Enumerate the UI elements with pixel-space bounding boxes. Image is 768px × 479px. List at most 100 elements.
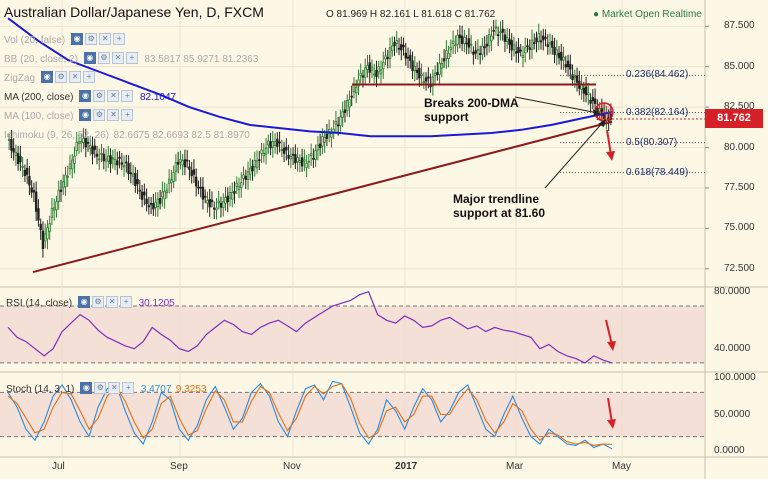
more-icon[interactable]: + xyxy=(122,381,135,394)
candle-body xyxy=(264,147,268,155)
settings-icon[interactable]: ⚙ xyxy=(93,89,106,102)
eye-icon[interactable]: ◉ xyxy=(41,70,54,83)
more-icon[interactable]: + xyxy=(125,51,138,64)
candle-body xyxy=(458,34,462,39)
candle-body xyxy=(591,97,595,102)
candle-body xyxy=(197,186,200,189)
candles xyxy=(7,19,613,258)
indicator-controls[interactable]: ◉ ⚙ ✕ + xyxy=(79,106,135,124)
candle-body xyxy=(28,175,31,186)
settings-icon[interactable]: ⚙ xyxy=(92,295,105,308)
close-icon[interactable]: ✕ xyxy=(108,381,121,394)
settings-icon[interactable]: ⚙ xyxy=(97,51,110,64)
indicator-row-bb[interactable]: BB (20, close, 2) ◉ ⚙ ✕ + 83.5817 85.9271 81… xyxy=(4,49,258,68)
candle-body xyxy=(179,159,182,163)
more-icon[interactable]: + xyxy=(113,32,126,45)
candle-body xyxy=(249,167,252,175)
candle-body xyxy=(120,162,124,165)
indicator-legend: Vol (20, false) ◉ ⚙ ✕ + BB (20, close, 2) ◉ ⚙ ✕… xyxy=(4,30,258,144)
indicator-row-vol[interactable]: Vol (20, false) ◉ ⚙ ✕ + xyxy=(4,30,258,49)
settings-icon[interactable]: ⚙ xyxy=(93,108,106,121)
indicator-label: Vol (20, false) xyxy=(4,35,66,46)
eye-icon[interactable]: ◉ xyxy=(71,32,84,45)
close-icon[interactable]: ✕ xyxy=(99,32,112,45)
settings-icon[interactable]: ⚙ xyxy=(94,381,107,394)
candle-body xyxy=(156,198,160,207)
candle-body xyxy=(512,44,516,51)
indicator-row-ma200[interactable]: MA (200, close) ◉ ⚙ ✕ + 82.1047 xyxy=(4,87,258,106)
close-icon[interactable]: ✕ xyxy=(69,70,82,83)
rsi-legend[interactable]: RSI (14, close) ◉ ⚙ ✕ + 30.1205 xyxy=(6,293,175,311)
rsi-value: 30.1205 xyxy=(138,298,175,309)
candle-body xyxy=(312,157,315,160)
candle-body xyxy=(152,203,155,210)
rsi-red-arrow-head xyxy=(607,341,616,351)
candle-body xyxy=(109,155,112,165)
indicator-controls[interactable]: ◉ ⚙ ✕ + xyxy=(41,68,97,86)
candle-body xyxy=(598,108,601,112)
eye-icon[interactable]: ◉ xyxy=(79,108,92,121)
candle-body xyxy=(352,84,356,93)
red-arrow xyxy=(606,129,612,156)
stoch-legend[interactable]: Stoch (14, 3, 1) ◉ ⚙ ✕ + 3.4707 9.3253 xyxy=(6,379,206,397)
eye-icon[interactable]: ◉ xyxy=(78,295,91,308)
candle-body xyxy=(262,153,265,157)
candle-body xyxy=(373,73,376,76)
candle-body xyxy=(361,75,365,78)
candle-body xyxy=(291,153,295,156)
indicator-row-zigzag[interactable]: ZigZag ◉ ⚙ ✕ + xyxy=(4,68,258,87)
close-icon[interactable]: ✕ xyxy=(111,51,124,64)
candle-body xyxy=(474,50,477,54)
indicator-label: MA (200, close) xyxy=(4,92,74,103)
price-tick-label: 85.000 xyxy=(724,60,755,72)
candle-body xyxy=(122,165,126,168)
candle-body xyxy=(14,151,18,156)
candle-body xyxy=(43,233,47,242)
more-icon[interactable]: + xyxy=(83,70,96,83)
candle-body xyxy=(404,52,407,59)
candle-body xyxy=(555,49,558,56)
candle-body xyxy=(517,46,520,54)
candle-body xyxy=(62,181,65,189)
more-icon[interactable]: + xyxy=(120,295,133,308)
eye-icon[interactable]: ◉ xyxy=(80,381,93,394)
eye-icon[interactable]: ◉ xyxy=(79,89,92,102)
eye-icon[interactable]: ◉ xyxy=(83,51,96,64)
indicator-controls[interactable]: ◉ ⚙ ✕ + xyxy=(79,87,135,105)
candle-body xyxy=(298,160,302,163)
candle-body xyxy=(113,158,117,165)
candle-body xyxy=(183,159,187,168)
more-icon[interactable]: + xyxy=(121,108,134,121)
candle-body xyxy=(454,44,457,47)
more-icon[interactable]: + xyxy=(121,89,134,102)
candle-body xyxy=(382,61,385,70)
indicator-row-ichimoku[interactable]: Ichimoku (9, 26, 52, 26) 82.6675 82.6693… xyxy=(4,125,258,144)
candle-body xyxy=(147,205,151,208)
indicator-controls[interactable]: ◉ ⚙ ✕ + xyxy=(71,30,127,48)
candle-body xyxy=(553,47,556,55)
close-icon[interactable]: ✕ xyxy=(107,108,120,121)
candle-body xyxy=(447,53,450,59)
candle-body xyxy=(557,52,561,59)
indicator-values: 82.6675 82.6693 82.5 81.8970 xyxy=(113,130,250,141)
indicator-band xyxy=(0,392,705,437)
annotation-line: support at 81.60 xyxy=(453,206,546,220)
indicator-controls[interactable]: ◉ ⚙ ✕ + xyxy=(78,293,134,311)
candle-body xyxy=(413,65,416,71)
candle-body xyxy=(341,111,344,118)
candle-body xyxy=(395,40,398,44)
candle-body xyxy=(48,223,51,232)
settings-icon[interactable]: ⚙ xyxy=(85,32,98,45)
close-icon[interactable]: ✕ xyxy=(106,295,119,308)
annotation-breaks-dma: Breaks 200-DMA support xyxy=(424,96,519,124)
indicator-controls[interactable]: ◉ ⚙ ✕ + xyxy=(80,379,136,397)
candle-body xyxy=(188,166,191,170)
indicator-row-ma100[interactable]: MA (100, close) ◉ ⚙ ✕ + xyxy=(4,106,258,125)
settings-icon[interactable]: ⚙ xyxy=(55,70,68,83)
candle-body xyxy=(524,47,527,54)
indicator-controls[interactable]: ◉ ⚙ ✕ + xyxy=(83,49,140,67)
candle-body xyxy=(478,52,482,55)
candle-body xyxy=(219,202,223,208)
close-icon[interactable]: ✕ xyxy=(107,89,120,102)
